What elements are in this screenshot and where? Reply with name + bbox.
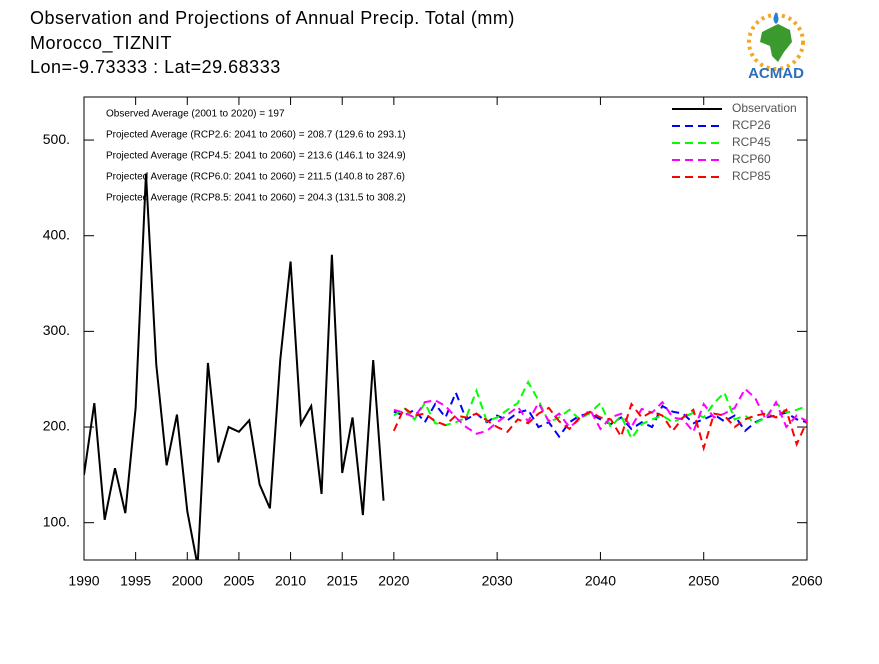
x-tick-label: 1990 (68, 573, 99, 589)
legend-label: RCP26 (732, 118, 771, 132)
chart-subtitle: Morocco_TIZNIT (30, 33, 172, 54)
logo: ACMAD (747, 12, 805, 82)
chart-subtitle: Lon=-9.73333 : Lat=29.68333 (30, 57, 281, 77)
logo-text: ACMAD (748, 65, 804, 82)
y-tick-label: 500. (43, 131, 70, 147)
annotation: Projected Average (RCP4.5: 2041 to 2060)… (106, 151, 406, 162)
y-tick-label: 100. (43, 513, 70, 529)
series-line (393, 389, 807, 439)
annotation: Observed Average (2001 to 2020) = 197 (106, 109, 285, 120)
x-tick-label: 2010 (275, 573, 306, 589)
legend-label: RCP60 (732, 152, 771, 166)
y-tick-label: 300. (43, 322, 70, 338)
x-tick-label: 2015 (327, 573, 358, 589)
series-line (84, 173, 385, 560)
series-line (392, 401, 807, 452)
x-tick-label: 2060 (791, 573, 822, 589)
y-tick-label: 400. (43, 226, 70, 242)
x-tick-label: 2050 (688, 573, 719, 589)
x-tick-label: 1995 (120, 573, 151, 589)
legend-label: RCP45 (732, 135, 771, 149)
plot-frame (83, 96, 808, 561)
plot-area (84, 173, 807, 560)
x-tick-label: 2040 (585, 573, 616, 589)
legend-label: RCP85 (732, 169, 771, 183)
x-tick-label: 2020 (378, 573, 409, 589)
y-tick-label: 200. (43, 418, 70, 434)
chart-title: Observation and Projections of Annual Pr… (30, 8, 515, 28)
logo-drop (773, 12, 779, 24)
x-tick-label: 2005 (223, 573, 254, 589)
x-tick-label: 2000 (172, 573, 203, 589)
annotation: Projected Average (RCP6.0: 2041 to 2060)… (106, 172, 405, 183)
legend-label: Observation (732, 101, 797, 115)
annotation: Projected Average (RCP8.5: 2041 to 2060)… (106, 193, 406, 204)
logo-africa (760, 24, 792, 62)
x-tick-label: 2030 (482, 573, 513, 589)
series-line (393, 379, 807, 441)
series-line (393, 387, 807, 435)
annotation: Projected Average (RCP2.6: 2041 to 2060)… (106, 130, 406, 141)
